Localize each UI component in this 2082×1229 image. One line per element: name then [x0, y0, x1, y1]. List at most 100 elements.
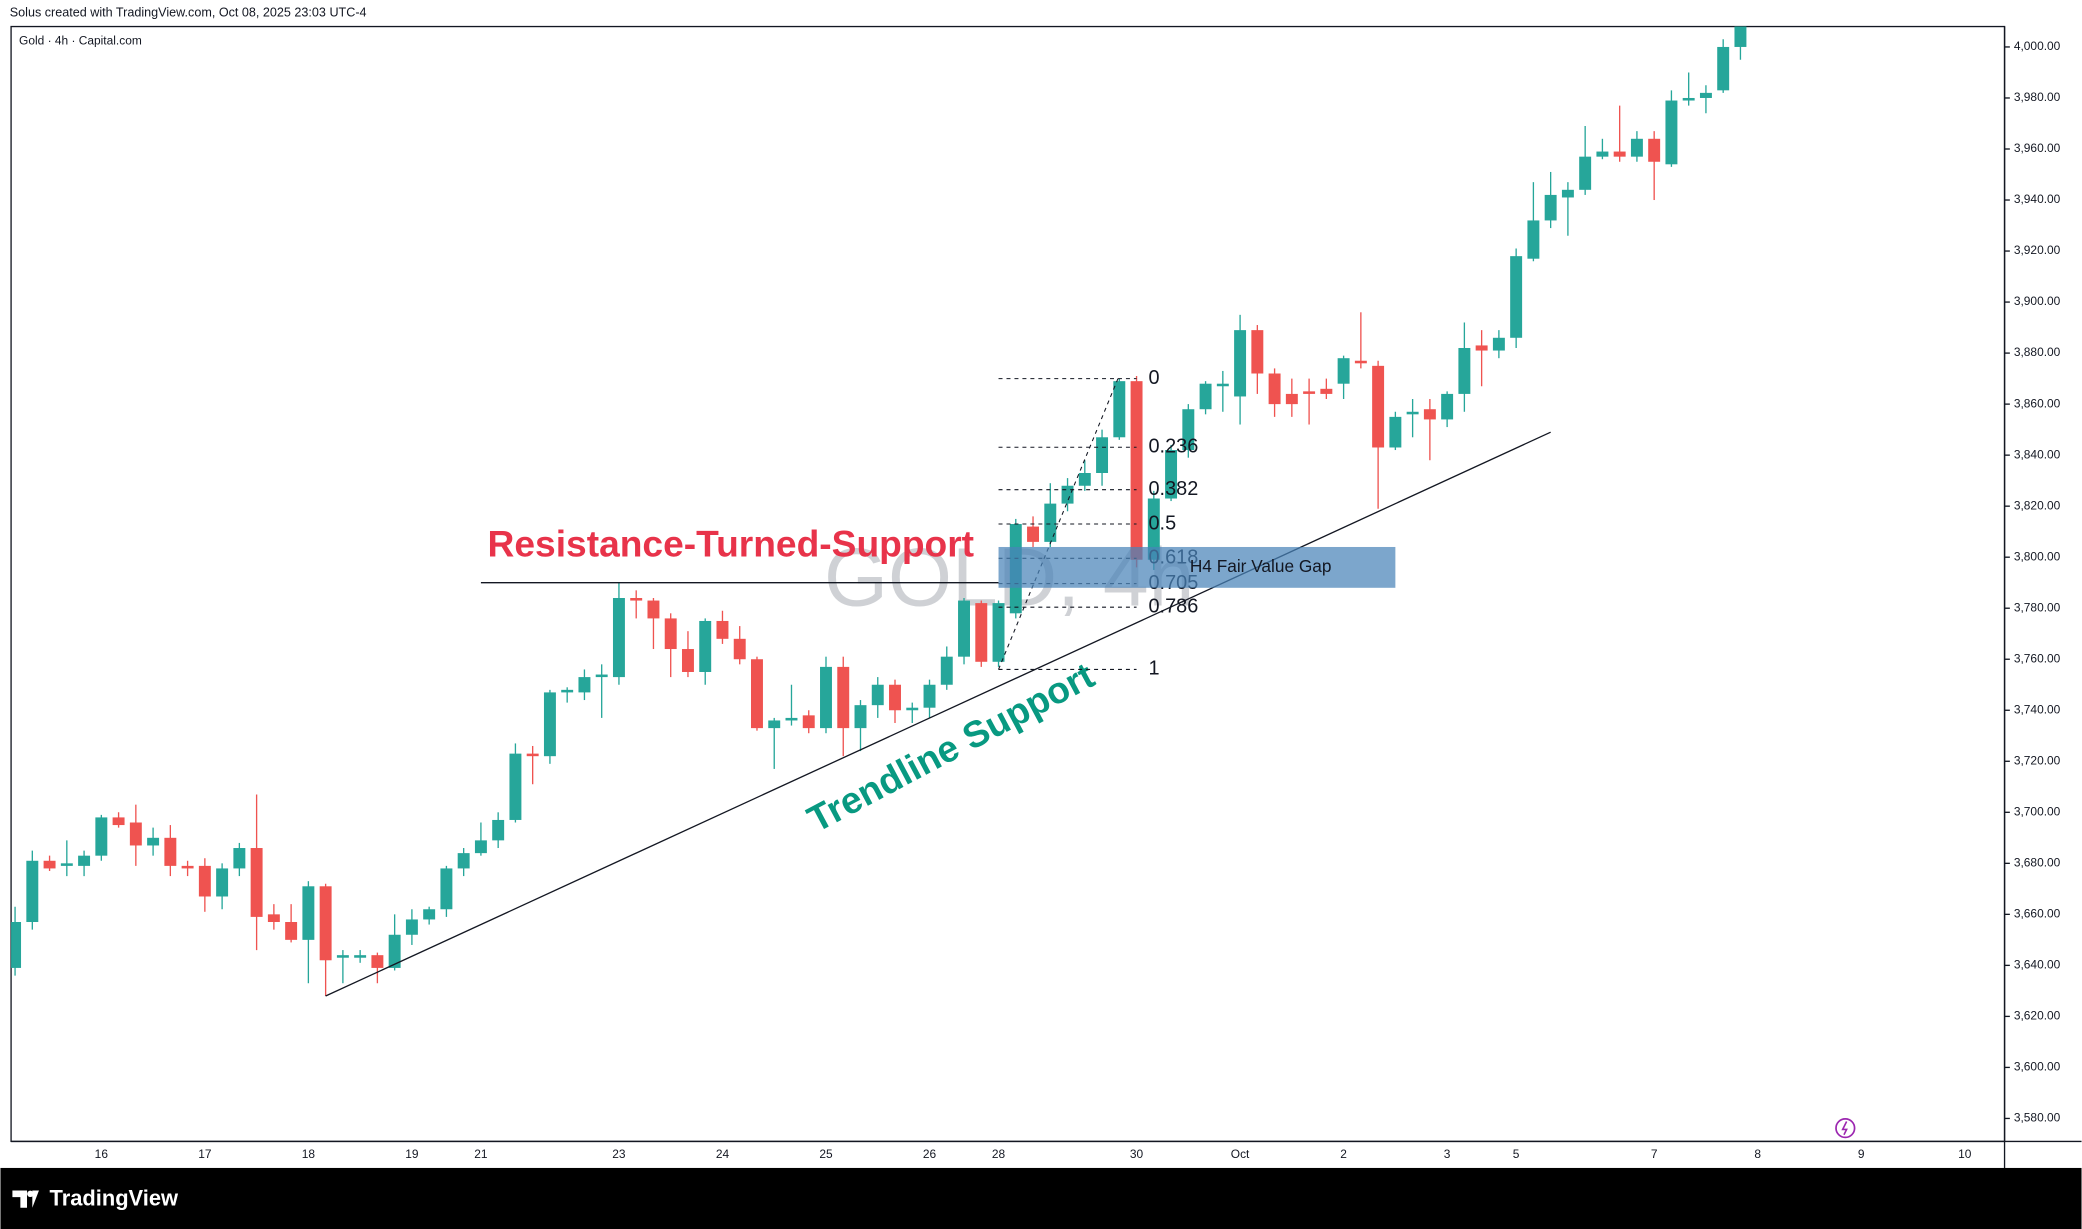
y-tick-label: 3,580.00 [2014, 1111, 2061, 1125]
candle-body [1354, 360, 1367, 364]
y-tick-label: 3,880.00 [2014, 345, 2061, 359]
candle-body [112, 817, 125, 826]
candle-body [233, 848, 246, 869]
y-tick-label: 3,780.00 [2014, 600, 2061, 614]
candle-body [1113, 381, 1126, 438]
candle-body [889, 684, 901, 711]
y-tick-label: 3,980.00 [2014, 90, 2061, 104]
candle-body [1717, 46, 1730, 91]
candle-body [1734, 26, 1747, 47]
candle-body [733, 638, 746, 660]
resistance-label: Resistance-Turned-Support [488, 523, 975, 565]
candle-body [958, 600, 970, 657]
x-tick-label: 2 [1340, 1147, 1347, 1161]
x-tick-label: 18 [302, 1147, 316, 1161]
candle-body [1389, 416, 1402, 448]
candle-body [1510, 256, 1523, 338]
candle-body [78, 855, 91, 866]
candle-body [1096, 437, 1109, 473]
candle-body [267, 914, 280, 923]
candle-body [664, 618, 677, 650]
candle-body [802, 715, 815, 729]
candle-body [440, 868, 453, 910]
y-tick-label: 3,720.00 [2014, 753, 2061, 767]
candle-body [1372, 365, 1385, 448]
candle-body [371, 955, 384, 968]
candle-body [474, 840, 487, 854]
candle-body [147, 837, 160, 846]
candle-body [285, 922, 298, 940]
x-tick-label: 3 [1444, 1147, 1451, 1161]
candle-body [1423, 409, 1436, 420]
fib-label: 0 [1149, 367, 1160, 389]
candle-body [405, 919, 418, 935]
candle-body [1579, 156, 1592, 190]
y-tick-label: 3,740.00 [2014, 702, 2061, 716]
x-tick-label: 16 [95, 1147, 109, 1161]
candle-body [681, 649, 694, 672]
candle-body [11, 922, 22, 968]
chart-title: Gold · 4h · Capital.com [19, 33, 142, 47]
candle-body [1648, 138, 1661, 162]
y-tick-label: 3,940.00 [2014, 192, 2061, 206]
candle-body [992, 603, 1005, 662]
events-icon-bolt [1841, 1121, 1848, 1136]
y-tick-label: 3,920.00 [2014, 243, 2061, 257]
fvg-zone [998, 546, 1396, 588]
y-tick-label: 3,820.00 [2014, 498, 2061, 512]
footer-brand: TradingView [50, 1186, 179, 1211]
candle-body [1613, 151, 1626, 157]
y-tick-label: 3,960.00 [2014, 141, 2061, 155]
x-tick-label: 9 [1858, 1147, 1865, 1161]
candle-body [906, 707, 919, 711]
candle-body [164, 837, 177, 866]
candles [11, 26, 1747, 996]
candle-body [1527, 220, 1540, 259]
candle-body [250, 848, 263, 917]
y-tick-label: 3,840.00 [2014, 447, 2061, 461]
candle-body [1251, 330, 1264, 374]
x-tick-label: 30 [1130, 1147, 1144, 1161]
candle-body [595, 674, 608, 678]
candle-body [1337, 358, 1350, 384]
y-tick-label: 3,600.00 [2014, 1060, 2061, 1074]
x-tick-label: 5 [1513, 1147, 1520, 1161]
candle-body [1406, 411, 1419, 415]
candle-body [1303, 391, 1316, 394]
x-tick-label: 10 [1958, 1147, 1972, 1161]
candle-body [837, 666, 850, 729]
y-tick-label: 3,660.00 [2014, 907, 2061, 921]
candle-body [940, 656, 953, 685]
candle-body [129, 822, 142, 846]
candle-body [975, 603, 988, 662]
candle-body [1475, 345, 1488, 351]
trendline [325, 431, 1551, 997]
y-tick-label: 3,760.00 [2014, 651, 2061, 665]
candle-body [1147, 498, 1160, 560]
fvg-label: H4 Fair Value Gap [1190, 556, 1332, 576]
y-tick-label: 4,000.00 [2014, 39, 2061, 53]
y-tick-label: 3,700.00 [2014, 804, 2061, 818]
candle-body [1078, 472, 1091, 486]
candle-body [871, 684, 884, 706]
candle-body [319, 886, 332, 961]
x-tick-label: 7 [1651, 1147, 1658, 1161]
fib-label: 1 [1149, 658, 1160, 680]
candle-body [216, 868, 229, 897]
candle-body [95, 817, 108, 856]
candle-body [1441, 393, 1454, 420]
candle-body [526, 753, 539, 757]
events-icon[interactable] [1835, 1117, 1856, 1139]
y-tick-label: 3,640.00 [2014, 958, 2061, 972]
candle-body [1596, 151, 1609, 157]
y-tick-label: 3,800.00 [2014, 549, 2061, 563]
candle-body [1268, 373, 1281, 405]
candle-body [457, 853, 470, 869]
candle-body [1682, 97, 1695, 101]
candle-body [302, 886, 315, 940]
candle-body [612, 598, 625, 678]
candle-body [1234, 330, 1247, 397]
candle-body [1061, 485, 1074, 504]
candle-body [26, 860, 39, 923]
